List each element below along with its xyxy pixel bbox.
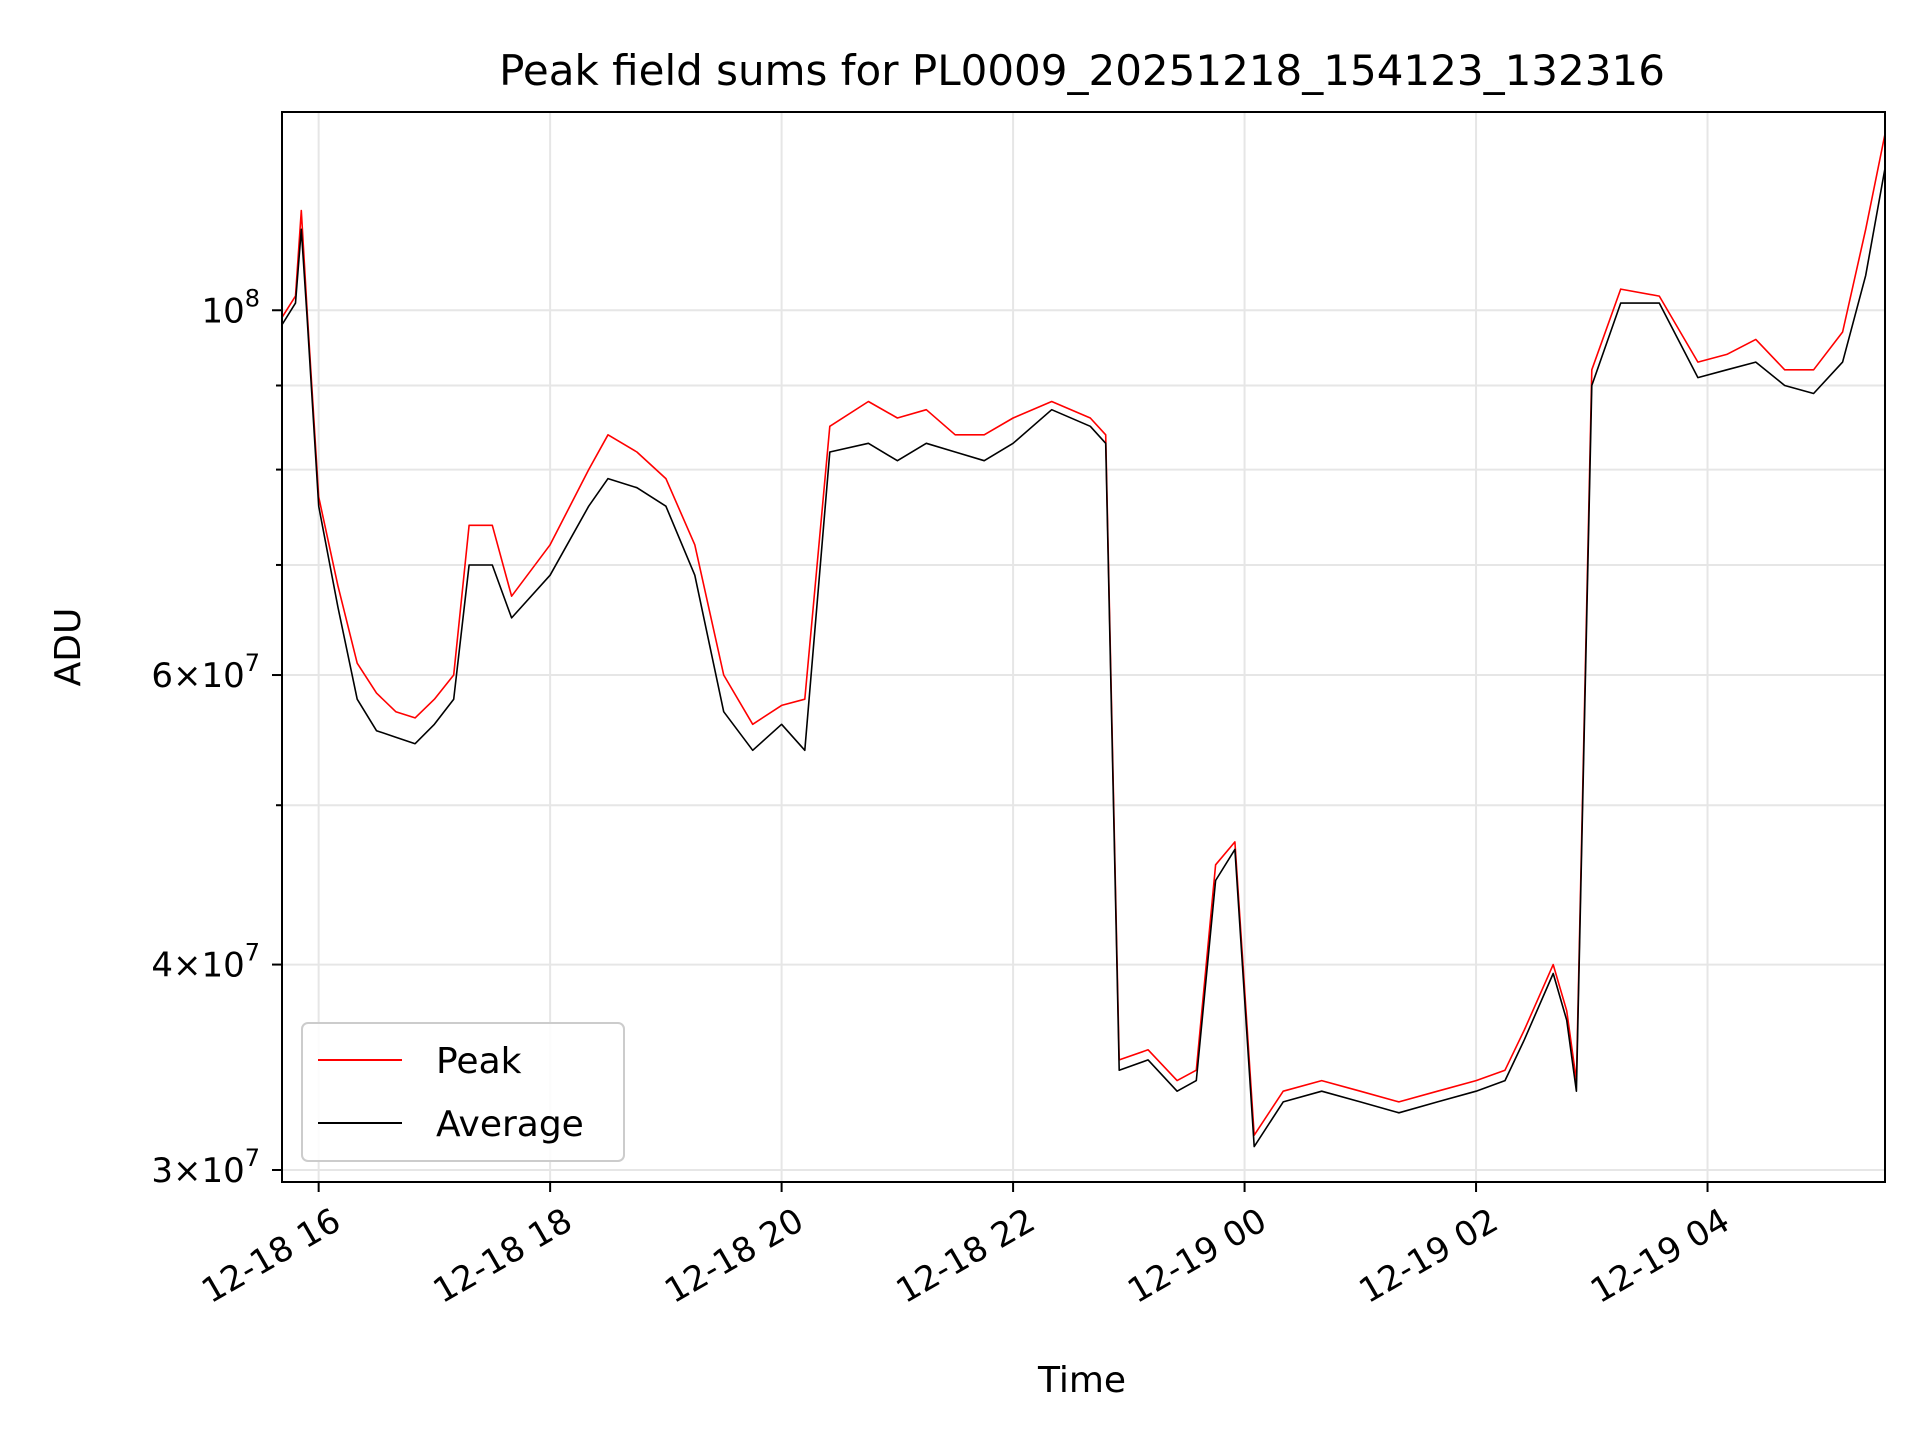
plot-frame xyxy=(281,111,1886,1183)
y-axis: 3×107 4×107 6×107 108 xyxy=(151,284,282,1191)
series-layer xyxy=(282,133,1885,1148)
chart-title: Peak field sums for PL0009_20251218_1541… xyxy=(499,46,1665,95)
y-axis-label: ADU xyxy=(48,608,89,687)
series-line-average xyxy=(282,168,1885,1148)
x-axis-label: Time xyxy=(1037,1360,1126,1401)
plot-area xyxy=(282,133,1885,1148)
legend-box xyxy=(301,1022,625,1162)
legend-label-average: Average xyxy=(436,1104,584,1145)
y-tick-label: 4×107 xyxy=(151,939,260,986)
y-tick-label: 108 xyxy=(201,284,260,331)
legend: Peak Average xyxy=(301,1022,625,1162)
legend-label-peak: Peak xyxy=(436,1041,522,1082)
y-tick-label: 6×107 xyxy=(151,649,260,696)
y-tick-label: 3×107 xyxy=(151,1144,260,1191)
